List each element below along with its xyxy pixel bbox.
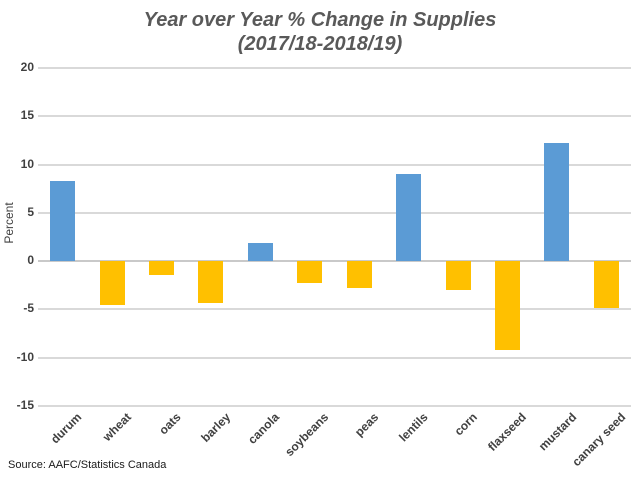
x-axis-label-durum: durum [48, 410, 85, 447]
x-axis-label-canola: canola [245, 410, 283, 447]
bar-durum [50, 181, 75, 261]
bar-flaxseed [495, 261, 520, 350]
bar-oats [149, 261, 174, 275]
x-axis-label-wheat: wheat [100, 410, 135, 444]
x-axis-label-oats: oats [156, 410, 184, 438]
gridline--15 [38, 405, 631, 407]
bar-mustard [544, 143, 569, 261]
gridline--10 [38, 356, 631, 359]
y-tick-label--5: -5 [23, 301, 34, 316]
gridline-15 [38, 115, 631, 118]
gridline-5 [38, 211, 631, 214]
x-axis-label-corn: corn [451, 410, 480, 439]
gridline-20 [38, 67, 631, 69]
y-tick-label--15: -15 [16, 398, 34, 412]
y-tick-label--10: -10 [16, 349, 34, 364]
gridline-0 [38, 260, 631, 263]
chart-title: Year over Year % Change in Supplies (201… [0, 8, 640, 56]
bar-peas [347, 261, 372, 288]
source-text: Source: AAFC/Statistics Canada [8, 459, 167, 471]
y-tick-label-5: 5 [27, 204, 34, 219]
y-tick-label-10: 10 [20, 156, 34, 171]
x-axis-label-flaxseed: flaxseed [485, 410, 530, 454]
bar-barley [198, 261, 223, 303]
x-axis-label-peas: peas [351, 410, 382, 440]
bar-soybeans [297, 261, 322, 283]
bar-canary-seed [594, 261, 619, 308]
x-axis-label-mustard: mustard [535, 410, 579, 454]
y-tick-label-0: 0 [27, 253, 34, 268]
x-axis-label-soybeans: soybeans [282, 410, 332, 460]
chart-title-line1: Year over Year % Change in Supplies [143, 9, 497, 31]
gridline--5 [38, 308, 631, 311]
x-axis-label-lentils: lentils [396, 410, 431, 445]
bar-lentils [396, 174, 421, 261]
gridline-10 [38, 163, 631, 166]
bar-canola [248, 243, 273, 261]
bar-corn [446, 261, 471, 290]
bar-wheat [100, 261, 125, 305]
y-tick-label-15: 15 [20, 108, 34, 123]
x-axis-label-barley: barley [197, 410, 233, 445]
y-tick-label-20: 20 [20, 60, 34, 74]
chart-title-line2: (2017/18-2018/19) [237, 33, 403, 55]
